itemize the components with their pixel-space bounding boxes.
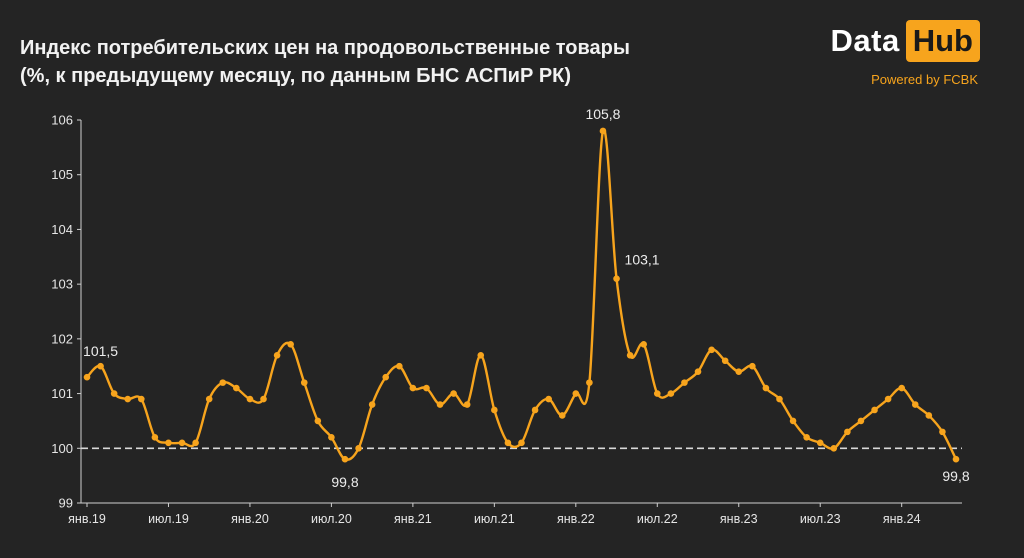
data-point — [681, 379, 688, 386]
data-point — [531, 406, 539, 414]
data-point — [382, 373, 390, 381]
data-point — [545, 395, 552, 403]
data-label: 103,1 — [625, 252, 660, 268]
data-point — [192, 439, 199, 447]
data-point — [749, 362, 756, 370]
y-tick-label: 102 — [51, 331, 73, 346]
data-point — [762, 384, 770, 392]
data-point — [871, 406, 878, 414]
data-point — [721, 357, 729, 365]
data-point — [205, 395, 213, 403]
data-point — [491, 406, 498, 414]
data-point — [314, 417, 322, 425]
data-point — [830, 444, 838, 452]
data-point — [898, 384, 905, 392]
data-point — [911, 401, 919, 408]
data-point — [518, 439, 525, 447]
data-point — [97, 362, 104, 370]
y-tick-label: 99 — [59, 496, 73, 511]
y-tick-label: 105 — [51, 167, 73, 182]
data-point — [667, 390, 675, 397]
x-tick-label: янв.21 — [394, 512, 432, 526]
data-point — [504, 439, 512, 447]
data-point — [368, 401, 376, 408]
data-point — [884, 395, 892, 403]
data-point — [653, 390, 661, 397]
data-point — [735, 368, 743, 375]
data-point — [273, 351, 281, 359]
x-tick-label: янв.19 — [68, 512, 106, 526]
logo-hub-text: Hub — [905, 20, 980, 62]
data-point — [151, 434, 159, 441]
data-point — [613, 275, 620, 282]
powered-by-text: Powered by FCBK — [871, 72, 978, 87]
chart-title-line1: Индекс потребительских цен на продовольс… — [20, 37, 630, 59]
data-point — [436, 401, 444, 408]
y-tick-label: 104 — [51, 222, 73, 237]
data-point — [626, 351, 634, 359]
data-point — [165, 439, 172, 447]
data-point — [844, 428, 851, 436]
data-point — [124, 395, 132, 403]
data-point — [233, 384, 240, 392]
data-point — [694, 368, 702, 375]
chart-title-line2: (%, к предыдущему месяцу, по данным БНС … — [20, 65, 572, 87]
data-point — [558, 412, 566, 419]
data-point — [178, 439, 186, 447]
x-tick-label: янв.20 — [231, 512, 269, 526]
y-tick-label: 101 — [51, 386, 73, 401]
data-point — [803, 434, 810, 441]
data-point — [776, 395, 783, 403]
data-label: 99,8 — [942, 468, 969, 484]
data-point — [857, 417, 865, 425]
x-tick-label: янв.24 — [883, 512, 921, 526]
data-point — [300, 379, 308, 386]
data-point — [341, 455, 349, 463]
data-point — [409, 384, 417, 392]
data-point — [219, 379, 227, 386]
data-point — [572, 390, 580, 397]
data-point — [138, 395, 145, 403]
data-point — [355, 444, 362, 452]
data-label: 101,5 — [83, 343, 118, 359]
data-label: 105,8 — [585, 106, 620, 122]
data-point — [586, 379, 593, 386]
data-point — [287, 341, 294, 348]
data-label: 99,8 — [331, 474, 358, 490]
datahub-logo: Data Hub — [831, 20, 980, 62]
data-point — [640, 341, 648, 348]
data-point — [395, 362, 403, 370]
data-point — [599, 127, 607, 135]
x-tick-label: янв.23 — [720, 512, 758, 526]
data-point — [789, 417, 797, 425]
data-point — [477, 351, 485, 359]
data-point — [246, 395, 254, 403]
x-tick-label: янв.22 — [557, 512, 595, 526]
series-line — [86, 128, 958, 461]
chart-title: Индекс потребительских цен на продовольс… — [20, 34, 630, 90]
data-point — [925, 412, 933, 419]
data-point — [110, 390, 118, 397]
data-point — [328, 434, 335, 441]
y-tick-label: 103 — [51, 277, 73, 292]
y-tick-label: 106 — [51, 113, 73, 128]
data-point — [952, 455, 960, 463]
data-point — [463, 401, 471, 408]
logo-data-text: Data — [830, 23, 900, 58]
x-tick-label: июл.20 — [311, 512, 352, 526]
data-point — [816, 439, 824, 447]
x-tick-label: июл.23 — [800, 512, 841, 526]
data-point — [708, 346, 715, 354]
data-point — [939, 428, 946, 436]
y-tick-label: 100 — [51, 441, 73, 456]
x-tick-label: июл.21 — [474, 512, 515, 526]
x-tick-label: июл.19 — [148, 512, 189, 526]
data-point — [260, 395, 267, 403]
data-point — [423, 384, 430, 392]
data-point — [450, 390, 457, 397]
data-point — [83, 373, 91, 381]
x-tick-label: июл.22 — [637, 512, 678, 526]
